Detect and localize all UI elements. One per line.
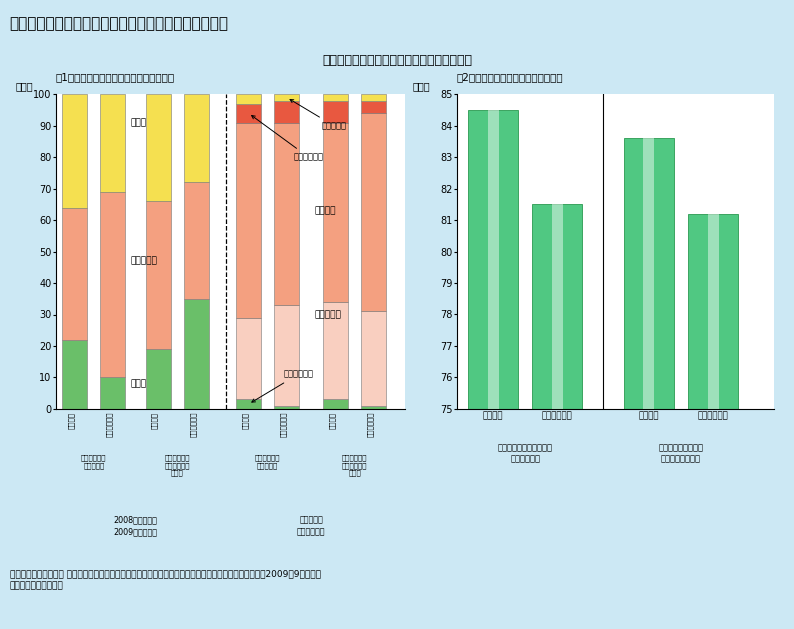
Bar <box>274 123 299 305</box>
Text: （備考）独立行政法人 労働政策研究・研修機構「今後の雇用ポートフォリオと人事戦略に関する調査」（2009年9月実施）
　　　　により作成。: （備考）独立行政法人 労働政策研究・研修機構「今後の雇用ポートフォリオと人事戦略… <box>10 569 321 591</box>
Text: そう思う: そう思う <box>242 412 249 429</box>
Text: そう思う: そう思う <box>329 412 335 429</box>
Bar <box>552 204 563 409</box>
Bar <box>62 208 87 340</box>
Text: そう思わない: そう思わない <box>542 411 572 420</box>
Text: 採用では職種や専門性を
限定して行う: 採用では職種や専門性を 限定して行う <box>498 443 553 464</box>
Text: 減った: 減った <box>130 118 146 127</box>
Bar <box>184 94 209 182</box>
Bar <box>100 192 125 377</box>
Bar <box>532 204 582 409</box>
Bar <box>236 123 261 318</box>
Text: そう思わない: そう思わない <box>367 412 374 438</box>
Bar <box>323 123 348 302</box>
Bar <box>361 406 386 409</box>
Text: そう思わない: そう思わない <box>698 411 728 420</box>
Text: 人材育成では職種や
専門性を重視する: 人材育成では職種や 専門性を重視する <box>658 443 703 464</box>
Bar <box>323 399 348 409</box>
Text: （1）採用・人材育成方針と正社員の増減: （1）採用・人材育成方針と正社員の増減 <box>56 72 175 82</box>
Text: 専門性を重視する企業の雇用見通しは二極化: 専門性を重視する企業の雇用見通しは二極化 <box>322 54 472 67</box>
Text: そう思う: そう思う <box>68 412 75 429</box>
Text: 人材育成では
職種・専門性
を重視: 人材育成では 職種・専門性 を重視 <box>164 454 190 476</box>
Text: 第３－２－３図　採用・人材育成方針と雇用、定着率: 第３－２－３図 採用・人材育成方針と雇用、定着率 <box>10 16 229 31</box>
Text: 変わらない: 変わらない <box>130 257 157 265</box>
Bar <box>468 110 518 409</box>
Text: 採用では職種
専門性限定: 採用では職種 専門性限定 <box>255 454 280 469</box>
Bar <box>361 311 386 406</box>
Bar <box>145 349 171 409</box>
Bar <box>488 110 499 409</box>
Bar <box>236 318 261 399</box>
Text: かなり減らす: かなり減らす <box>252 116 324 162</box>
Bar <box>643 138 654 409</box>
Text: 2008年半ばから
2009年半ばまで: 2008年半ばから 2009年半ばまで <box>114 516 157 536</box>
Bar <box>274 101 299 123</box>
Bar <box>323 94 348 101</box>
Text: そう思う: そう思う <box>638 411 659 420</box>
Text: （％）: （％） <box>15 81 33 91</box>
Bar <box>62 340 87 409</box>
Bar <box>624 138 674 409</box>
Bar <box>100 377 125 409</box>
Bar <box>361 101 386 113</box>
Bar <box>361 94 386 101</box>
Text: そう思わない: そう思わない <box>280 412 287 438</box>
Text: 現状維持: 現状維持 <box>314 206 336 215</box>
Text: そう思わない: そう思わない <box>106 412 113 438</box>
Bar <box>323 101 348 123</box>
Bar <box>145 201 171 349</box>
Bar <box>323 302 348 399</box>
Text: （2）新卒採用後３年目までの定着率: （2）新卒採用後３年目までの定着率 <box>457 72 563 82</box>
Text: そう思う: そう思う <box>152 412 158 429</box>
Text: やや増やす: やや増やす <box>314 310 341 319</box>
Bar <box>184 299 209 409</box>
Bar <box>688 214 738 409</box>
Text: やや減らす: やや減らす <box>290 99 346 130</box>
Text: 人材育成では
職種・専門性
を重視: 人材育成では 職種・専門性 を重視 <box>341 454 368 476</box>
Bar <box>274 305 299 406</box>
Text: かなり増やす: かなり増やす <box>252 370 314 402</box>
Bar <box>236 104 261 123</box>
Text: そう思う: そう思う <box>483 411 503 420</box>
Text: 将来景気が
回復した時点: 将来景気が 回復した時点 <box>297 516 326 536</box>
Text: 採用では職種
専門性限定: 採用では職種 専門性限定 <box>81 454 106 469</box>
Text: 増えた: 増えた <box>130 379 146 388</box>
Bar <box>184 182 209 299</box>
Bar <box>62 94 87 208</box>
Text: （％）: （％） <box>412 81 430 91</box>
Text: そう思わない: そう思わない <box>190 412 196 438</box>
Bar <box>145 94 171 201</box>
Bar <box>236 94 261 104</box>
Bar <box>100 94 125 192</box>
Bar <box>274 406 299 409</box>
Bar <box>707 214 719 409</box>
Bar <box>361 113 386 311</box>
Bar <box>274 94 299 101</box>
Bar <box>236 399 261 409</box>
